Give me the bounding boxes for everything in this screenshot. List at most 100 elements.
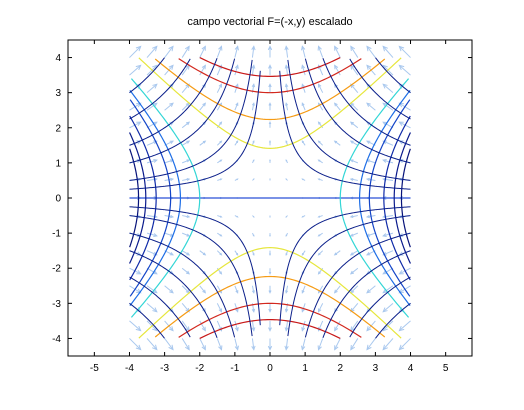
vector-arrow bbox=[199, 140, 207, 146]
vector-arrow bbox=[234, 338, 239, 351]
vector-arrow bbox=[365, 232, 376, 237]
vector-arrow bbox=[334, 320, 341, 332]
vector-arrow bbox=[234, 45, 239, 58]
vector-arrow bbox=[382, 302, 394, 313]
vector-arrow bbox=[267, 45, 273, 58]
vector-arrow bbox=[252, 178, 255, 181]
vector-arrow bbox=[164, 285, 174, 294]
vector-arrow bbox=[268, 139, 272, 146]
vector-arrow bbox=[234, 178, 239, 181]
vector-arrow bbox=[268, 64, 272, 76]
vector-arrow bbox=[164, 45, 174, 58]
vector-arrow bbox=[366, 285, 376, 294]
vector-arrow bbox=[317, 215, 323, 218]
vector-arrow bbox=[350, 285, 359, 294]
vector-arrow bbox=[146, 285, 158, 294]
vector-arrow bbox=[146, 338, 158, 351]
vector-arrow bbox=[334, 338, 341, 351]
y-tick-label: 0 bbox=[55, 194, 61, 205]
vector-arrow bbox=[181, 140, 191, 146]
vector-arrow bbox=[216, 250, 223, 256]
vector-arrow bbox=[350, 303, 359, 313]
vector-arrow bbox=[301, 102, 306, 111]
vector-arrow bbox=[317, 45, 324, 58]
vector-arrow bbox=[285, 178, 288, 181]
x-tick-label: -4 bbox=[125, 363, 134, 374]
vector-arrow bbox=[382, 121, 394, 129]
vector-arrow bbox=[350, 83, 359, 93]
vector-arrow bbox=[251, 338, 256, 351]
vector-arrow bbox=[267, 338, 273, 351]
y-axis-ticks: -4 -3 -2 -1 0 1 2 3 4 bbox=[52, 53, 472, 345]
vector-arrow bbox=[382, 158, 394, 164]
y-tick-label: 2 bbox=[55, 123, 61, 134]
contour-lines bbox=[129, 57, 411, 339]
vector-arrow bbox=[285, 215, 288, 218]
x-tick-label: -1 bbox=[230, 363, 239, 374]
vector-arrow bbox=[216, 83, 223, 93]
contour-level bbox=[129, 89, 411, 307]
vector-arrow bbox=[234, 320, 239, 332]
vector-arrow bbox=[301, 320, 306, 332]
vector-arrow bbox=[382, 232, 394, 238]
vector-arrow bbox=[382, 285, 394, 294]
vector-arrow bbox=[181, 159, 191, 164]
vector-arrow bbox=[317, 159, 323, 164]
vector-arrow bbox=[366, 338, 376, 351]
contour-level bbox=[154, 58, 386, 338]
vector-arrow bbox=[268, 83, 272, 93]
x-axis-ticks: -5 -4 -3 -2 -1 0 1 2 3 4 5 bbox=[90, 40, 449, 374]
x-tick-label: 5 bbox=[443, 363, 449, 374]
vector-arrow bbox=[251, 285, 255, 294]
streamline bbox=[129, 58, 411, 338]
streamline bbox=[129, 59, 411, 337]
vector-arrow bbox=[181, 45, 190, 58]
vector-arrow bbox=[251, 232, 255, 237]
vector-arrow bbox=[146, 83, 158, 94]
y-tick-label: -2 bbox=[52, 264, 61, 275]
vector-arrow bbox=[333, 140, 341, 146]
contour-level bbox=[129, 115, 411, 281]
vector-arrow bbox=[349, 121, 359, 129]
vector-arrow bbox=[164, 232, 175, 237]
vector-arrow bbox=[146, 232, 158, 238]
vector-arrow bbox=[251, 159, 255, 164]
vector-arrow bbox=[349, 140, 359, 146]
x-tick-label: -5 bbox=[90, 363, 99, 374]
vector-arrow bbox=[284, 64, 289, 76]
vector-arrow bbox=[334, 64, 341, 76]
vector-arrow bbox=[252, 215, 255, 218]
vector-arrow bbox=[146, 302, 158, 313]
vector-arrow bbox=[317, 338, 324, 351]
contour-level bbox=[130, 78, 410, 318]
vector-arrow bbox=[181, 285, 190, 294]
vector-arrow bbox=[129, 338, 142, 351]
vector-arrow bbox=[146, 121, 158, 129]
vector-arrow bbox=[129, 64, 142, 76]
vector-arrow bbox=[234, 64, 239, 76]
vector-arrow bbox=[285, 159, 289, 164]
vector-arrow bbox=[350, 338, 359, 351]
vector-arrow bbox=[182, 177, 191, 181]
vector-arrow bbox=[199, 250, 207, 256]
vector-arrow bbox=[301, 285, 306, 294]
vector-arrow bbox=[199, 338, 206, 351]
vector-arrow bbox=[181, 338, 190, 351]
streamline bbox=[129, 70, 411, 326]
vector-arrow bbox=[129, 320, 142, 332]
streamline bbox=[129, 57, 411, 339]
vector-arrow bbox=[146, 102, 158, 111]
vector-arrow bbox=[268, 303, 272, 313]
vector-arrow bbox=[251, 250, 255, 256]
contour-level bbox=[129, 148, 411, 248]
vector-arrow bbox=[382, 338, 394, 351]
vector-arrow bbox=[349, 159, 359, 164]
vector-arrow bbox=[146, 45, 158, 58]
vector-arrow bbox=[268, 250, 272, 257]
vector-arrow bbox=[217, 159, 223, 164]
vector-arrow bbox=[301, 250, 306, 256]
vector-arrow bbox=[182, 215, 191, 219]
vector-arrow bbox=[251, 45, 256, 58]
